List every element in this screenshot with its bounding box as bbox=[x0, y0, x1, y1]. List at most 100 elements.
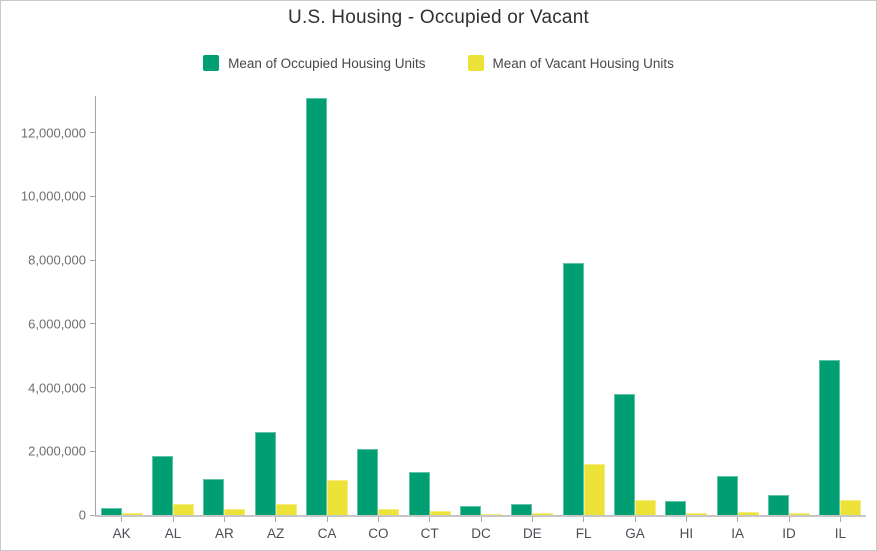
vacant-bar-co[interactable] bbox=[378, 508, 400, 515]
y-axis-line bbox=[95, 96, 96, 517]
occupied-bar-dc[interactable] bbox=[459, 505, 481, 515]
y-axis-tick bbox=[90, 259, 95, 261]
x-axis-label-ct: CT bbox=[420, 526, 439, 541]
bar-group-fl bbox=[558, 96, 609, 515]
bar-group-hi bbox=[661, 96, 712, 515]
vacant-bar-de[interactable] bbox=[532, 513, 554, 515]
x-axis-label-de: DE bbox=[522, 526, 542, 541]
y-axis-tick bbox=[90, 132, 95, 134]
bar-group-ia bbox=[712, 96, 763, 515]
x-axis-tick bbox=[275, 517, 277, 522]
x-axis-tick bbox=[480, 517, 482, 522]
legend: Mean of Occupied Housing Units Mean of V… bbox=[1, 55, 876, 71]
occupied-bar-al[interactable] bbox=[151, 455, 173, 515]
bar-group-ak bbox=[96, 96, 147, 515]
x-axis-label-co: CO bbox=[368, 526, 389, 541]
y-axis-tick bbox=[90, 450, 95, 452]
y-axis-tick bbox=[90, 323, 95, 325]
bar-group-dc bbox=[455, 96, 506, 515]
y-axis-tick bbox=[90, 195, 95, 197]
x-axis-label-az: AZ bbox=[267, 526, 285, 541]
occupied-bar-ak[interactable] bbox=[100, 507, 122, 515]
y-axis-tick bbox=[90, 387, 95, 389]
bar-group-ct bbox=[404, 96, 455, 515]
x-axis-tick bbox=[429, 517, 431, 522]
legend-item-occupied: Mean of Occupied Housing Units bbox=[203, 55, 426, 71]
y-axis-tick-label: 6,000,000 bbox=[28, 316, 86, 332]
occupied-bar-ar[interactable] bbox=[203, 478, 225, 515]
x-axis-tick bbox=[685, 517, 687, 522]
x-axis-label-al: AL bbox=[164, 526, 182, 541]
x-axis-label-hi: HI bbox=[679, 526, 694, 541]
occupied-bar-hi[interactable] bbox=[665, 500, 687, 515]
occupied-bar-ia[interactable] bbox=[716, 475, 738, 515]
x-axis-tick bbox=[583, 517, 585, 522]
occupied-bar-ct[interactable] bbox=[408, 471, 430, 515]
x-axis-label-id: ID bbox=[782, 526, 796, 541]
x-axis-label-ia: IA bbox=[731, 526, 745, 541]
x-axis-line bbox=[95, 515, 866, 517]
bar-group-ca bbox=[301, 96, 352, 515]
x-axis-tick bbox=[788, 517, 790, 522]
vacant-bar-id[interactable] bbox=[788, 513, 810, 515]
bar-group-ga bbox=[609, 96, 660, 515]
bar-group-il bbox=[815, 96, 866, 515]
bar-group-al bbox=[147, 96, 198, 515]
occupied-bar-il[interactable] bbox=[819, 360, 841, 515]
x-axis-label-ak: AK bbox=[112, 526, 131, 541]
y-axis-tick-label: 4,000,000 bbox=[28, 380, 86, 396]
x-axis-tick bbox=[377, 517, 379, 522]
vacant-bar-ak[interactable] bbox=[121, 513, 143, 515]
y-axis-tick-label: 12,000,000 bbox=[20, 125, 86, 141]
x-axis-label-ar: AR bbox=[214, 526, 234, 541]
bar-group-de bbox=[507, 96, 558, 515]
vacant-bar-ar[interactable] bbox=[224, 508, 246, 515]
occupied-series-swatch-icon bbox=[203, 55, 220, 71]
chart-title: U.S. Housing - Occupied or Vacant bbox=[288, 7, 589, 28]
y-axis-tick-label: 10,000,000 bbox=[20, 188, 86, 204]
y-axis-tick-label: 0 bbox=[78, 507, 86, 523]
vacant-bar-az[interactable] bbox=[275, 503, 297, 515]
vacant-bar-ga[interactable] bbox=[634, 500, 656, 515]
vacant-bar-dc[interactable] bbox=[480, 514, 502, 515]
y-axis-tick-label: 8,000,000 bbox=[28, 252, 86, 268]
y-axis-tick-label: 2,000,000 bbox=[28, 443, 86, 459]
legend-item-vacant: Mean of Vacant Housing Units bbox=[467, 55, 674, 71]
occupied-bar-az[interactable] bbox=[254, 431, 276, 515]
occupied-bar-ca[interactable] bbox=[305, 97, 327, 515]
plot-area: 0 2,000,000 4,000,000 6,000,000 8,000,000 10,… bbox=[21, 96, 866, 541]
vacant-bar-al[interactable] bbox=[172, 503, 194, 515]
x-axis-tick bbox=[121, 517, 123, 522]
x-axis-label-fl: FL bbox=[575, 526, 592, 541]
vacant-bar-ia[interactable] bbox=[737, 511, 759, 515]
vacant-bar-ca[interactable] bbox=[326, 479, 348, 515]
occupied-bar-fl[interactable] bbox=[562, 263, 584, 515]
x-axis-tick bbox=[839, 517, 841, 522]
x-axis-tick bbox=[634, 517, 636, 522]
x-axis-label-ca: CA bbox=[317, 526, 337, 541]
x-axis-tick bbox=[326, 517, 328, 522]
occupied-bar-de[interactable] bbox=[511, 504, 533, 515]
vacant-bar-fl[interactable] bbox=[583, 464, 605, 515]
x-axis-label-ga: GA bbox=[625, 526, 645, 541]
x-axis-tick bbox=[531, 517, 533, 522]
x-axis-tick bbox=[172, 517, 174, 522]
occupied-bar-ga[interactable] bbox=[613, 393, 635, 515]
occupied-bar-co[interactable] bbox=[357, 448, 379, 515]
x-axis-label-dc: DC bbox=[471, 526, 491, 541]
bar-group-id bbox=[763, 96, 814, 515]
vacant-bar-ct[interactable] bbox=[429, 511, 451, 515]
legend-label: Mean of Vacant Housing Units bbox=[492, 55, 674, 71]
bar-group-co bbox=[353, 96, 404, 515]
x-axis-label-il: IL bbox=[834, 526, 846, 541]
x-axis-tick bbox=[737, 517, 739, 522]
vacant-bar-il[interactable] bbox=[840, 500, 862, 515]
y-axis-tick bbox=[90, 514, 95, 516]
vacant-bar-hi[interactable] bbox=[686, 512, 708, 515]
legend-label: Mean of Occupied Housing Units bbox=[228, 55, 426, 71]
x-axis-tick bbox=[223, 517, 225, 522]
vacant-series-swatch-icon bbox=[467, 55, 484, 71]
occupied-bar-id[interactable] bbox=[767, 495, 789, 515]
bar-group-az bbox=[250, 96, 301, 515]
